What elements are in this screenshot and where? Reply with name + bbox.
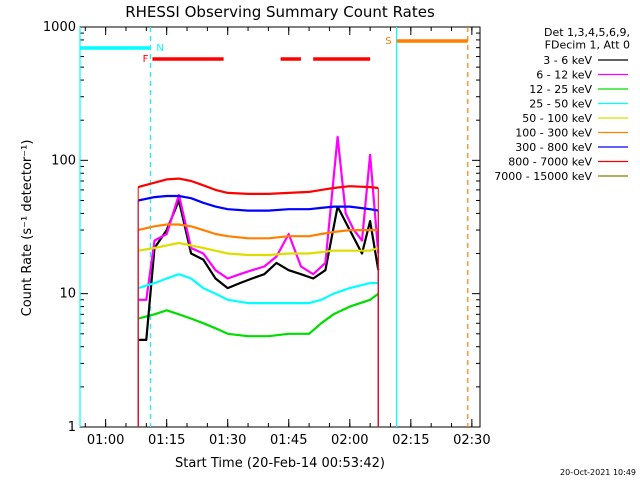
series-line	[137, 273, 379, 305]
legend-item-label: 50 - 100 keV	[522, 112, 592, 125]
legend-item-label: 300 - 800 keV	[515, 141, 592, 154]
series-line	[137, 194, 379, 212]
series-line	[138, 135, 380, 301]
x-tick-label: 01:30	[209, 433, 246, 448]
axes: 1 10 100 1000 01:00 01:15 01:30 01:45 02:00 02:15…	[43, 20, 491, 448]
legend-item-label: 6 - 12 keV	[536, 69, 592, 82]
legend-header: FDecim 1, Att 0	[545, 39, 630, 52]
x-tick-label: 01:45	[270, 433, 307, 448]
flag-label: N	[156, 43, 163, 54]
legend-item-label: 12 - 25 keV	[529, 83, 592, 96]
footer-timestamp: 20-Oct-2021 10:49	[560, 468, 636, 477]
flag-bars: FN S	[80, 36, 468, 65]
flag-label: S	[385, 36, 391, 47]
plot-frame	[79, 26, 481, 428]
series-line	[138, 241, 379, 257]
x-tick-label: 01:15	[148, 433, 185, 448]
x-tick-label: 02:30	[453, 433, 490, 448]
y-tick-label: 1000	[43, 20, 76, 35]
flag-label: F	[143, 54, 149, 65]
y-tick-label: 1	[68, 420, 76, 435]
x-tick-label: 01:00	[87, 433, 124, 448]
x-axis-label: Start Time (20-Feb-14 00:53:42)	[175, 456, 385, 471]
y-tick-label: 100	[51, 153, 76, 168]
legend-header: Det 1,3,4,5,6,9,	[544, 26, 630, 39]
series-line	[137, 177, 379, 195]
y-axis-label: Count Rate (s⁻¹ detector⁻¹)	[20, 140, 35, 317]
legend-item-label: 25 - 50 keV	[529, 98, 592, 111]
legend: Det 1,3,4,5,6,9,FDecim 1, Att 0 3 - 6 keV…	[494, 26, 630, 183]
chart-title: RHESSI Observing Summary Count Rates	[125, 3, 435, 21]
y-tick-label: 10	[59, 287, 76, 302]
series-line	[138, 199, 380, 341]
legend-item-label: 3 - 6 keV	[543, 54, 592, 67]
x-tick-label: 02:15	[392, 433, 429, 448]
legend-item-label: 100 - 300 keV	[515, 127, 592, 140]
series-line	[137, 292, 379, 338]
legend-item-label: 7000 - 15000 keV	[494, 170, 592, 183]
night-boundaries	[79, 27, 469, 427]
x-tick-label: 02:00	[331, 433, 368, 448]
series-lines	[137, 135, 380, 427]
series-line	[137, 223, 379, 240]
legend-item-label: 800 - 7000 keV	[508, 156, 592, 169]
